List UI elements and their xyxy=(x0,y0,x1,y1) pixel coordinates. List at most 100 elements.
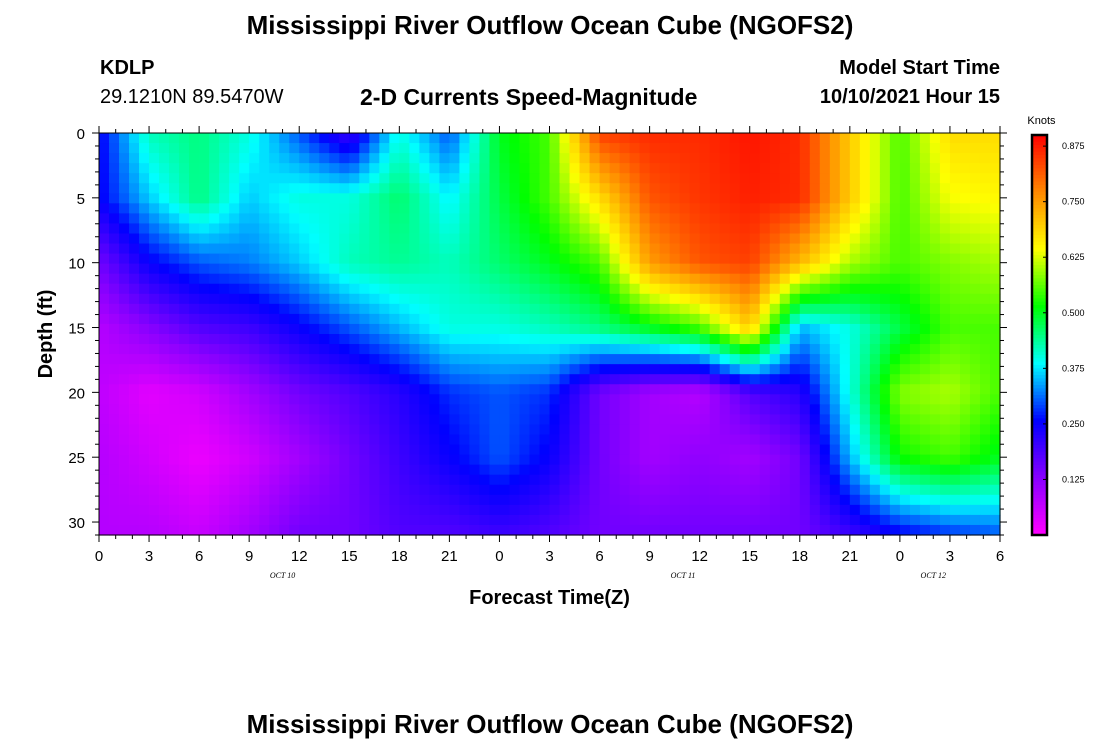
heatmap-cell xyxy=(939,203,951,214)
colorbar-segment xyxy=(1032,331,1047,336)
heatmap-cell xyxy=(259,323,270,335)
heatmap-cell xyxy=(229,153,240,164)
heatmap-cell xyxy=(709,133,721,144)
heatmap-cell xyxy=(839,434,851,446)
heatmap-cell xyxy=(709,514,721,526)
colorbar-segment xyxy=(1032,398,1047,403)
heatmap-cell xyxy=(979,444,991,456)
heatmap-cell xyxy=(199,354,210,365)
heatmap-cell xyxy=(599,193,611,204)
heatmap-cell xyxy=(749,293,761,305)
heatmap-cell xyxy=(299,303,310,315)
heatmap-cell xyxy=(929,374,941,385)
heatmap-cell xyxy=(399,524,410,536)
heatmap-cell xyxy=(339,394,350,405)
x-tick-label: 12 xyxy=(691,548,708,565)
heatmap-cell xyxy=(589,354,601,365)
heatmap-cell xyxy=(959,404,971,415)
heatmap-cell xyxy=(259,354,270,365)
heatmap-cell xyxy=(439,444,450,456)
heatmap-cell xyxy=(749,143,761,154)
heatmap-cell xyxy=(269,173,280,184)
heatmap-cell xyxy=(389,293,400,305)
heatmap-cell xyxy=(559,293,571,305)
heatmap-cell xyxy=(269,464,280,476)
heatmap-cell xyxy=(939,404,951,415)
heatmap-cell xyxy=(989,414,1001,426)
heatmap-cell xyxy=(799,143,811,154)
heatmap-cell xyxy=(759,434,771,446)
heatmap-cell xyxy=(249,273,260,285)
heatmap-cell xyxy=(829,414,841,426)
heatmap-cell xyxy=(99,313,110,325)
heatmap-cell xyxy=(739,364,751,375)
heatmap-cell xyxy=(569,223,581,235)
heatmap-cell xyxy=(579,484,591,496)
heatmap-cell xyxy=(239,454,250,466)
heatmap-cell xyxy=(939,263,951,275)
heatmap-cell xyxy=(809,193,821,204)
heatmap-cell xyxy=(639,133,651,144)
heatmap-cell xyxy=(529,153,541,164)
heatmap-cell xyxy=(989,374,1001,385)
heatmap-cell xyxy=(599,223,611,235)
heatmap-cell xyxy=(259,253,270,265)
colorbar-segment xyxy=(1032,278,1047,283)
heatmap-cell xyxy=(479,243,491,255)
heatmap-cell xyxy=(549,414,561,426)
heatmap-cell xyxy=(609,354,621,365)
heatmap-cell xyxy=(419,484,430,496)
heatmap-cell xyxy=(149,153,160,164)
heatmap-cell xyxy=(589,223,601,235)
heatmap-cell xyxy=(469,133,481,144)
heatmap-cell xyxy=(419,424,430,436)
y-tick-label: 15 xyxy=(68,321,85,338)
colorbar-segment xyxy=(1032,158,1047,163)
heatmap-cell xyxy=(599,323,611,335)
heatmap-cell xyxy=(749,233,761,245)
heatmap-cell xyxy=(699,454,711,466)
heatmap-cell xyxy=(749,474,761,486)
heatmap-cell xyxy=(839,243,851,255)
heatmap-cell xyxy=(819,474,831,486)
heatmap-cell xyxy=(839,494,851,506)
heatmap-cell xyxy=(739,133,751,144)
heatmap-cell xyxy=(849,243,861,255)
heatmap-cell xyxy=(489,243,501,255)
heatmap-cell xyxy=(279,323,290,335)
heatmap-cell xyxy=(509,283,521,295)
heatmap-cell xyxy=(979,193,991,204)
colorbar-segment xyxy=(1032,318,1047,323)
heatmap-cell xyxy=(959,424,971,436)
heatmap-cell xyxy=(869,233,881,245)
heatmap-cell xyxy=(289,404,300,415)
heatmap-cell xyxy=(519,173,531,184)
heatmap-cell xyxy=(779,464,791,476)
heatmap-cell xyxy=(319,504,330,516)
heatmap-cell xyxy=(489,223,501,235)
heatmap-cell xyxy=(589,444,601,456)
heatmap-cell xyxy=(99,303,110,315)
heatmap-cell xyxy=(539,494,551,506)
heatmap-cell xyxy=(799,474,811,486)
heatmap-cell xyxy=(99,263,110,275)
heatmap-cell xyxy=(519,163,531,174)
heatmap-cell xyxy=(789,484,801,496)
heatmap-cell xyxy=(729,273,741,285)
heatmap-cell xyxy=(439,243,450,255)
heatmap-cell xyxy=(209,364,220,375)
heatmap-cell xyxy=(879,193,891,204)
heatmap-cell xyxy=(129,313,140,325)
heatmap-cell xyxy=(409,323,420,335)
colorbar-segment xyxy=(1032,521,1047,526)
heatmap-cell xyxy=(579,504,591,516)
heatmap-cell xyxy=(919,323,931,335)
heatmap-cell xyxy=(629,474,641,486)
heatmap-cell xyxy=(829,203,841,214)
heatmap-cell xyxy=(709,414,721,426)
heatmap-cell xyxy=(109,193,120,204)
heatmap-cell xyxy=(239,504,250,516)
heatmap-cell xyxy=(229,273,240,285)
heatmap-cell xyxy=(649,233,661,245)
heatmap-cell xyxy=(819,213,831,225)
